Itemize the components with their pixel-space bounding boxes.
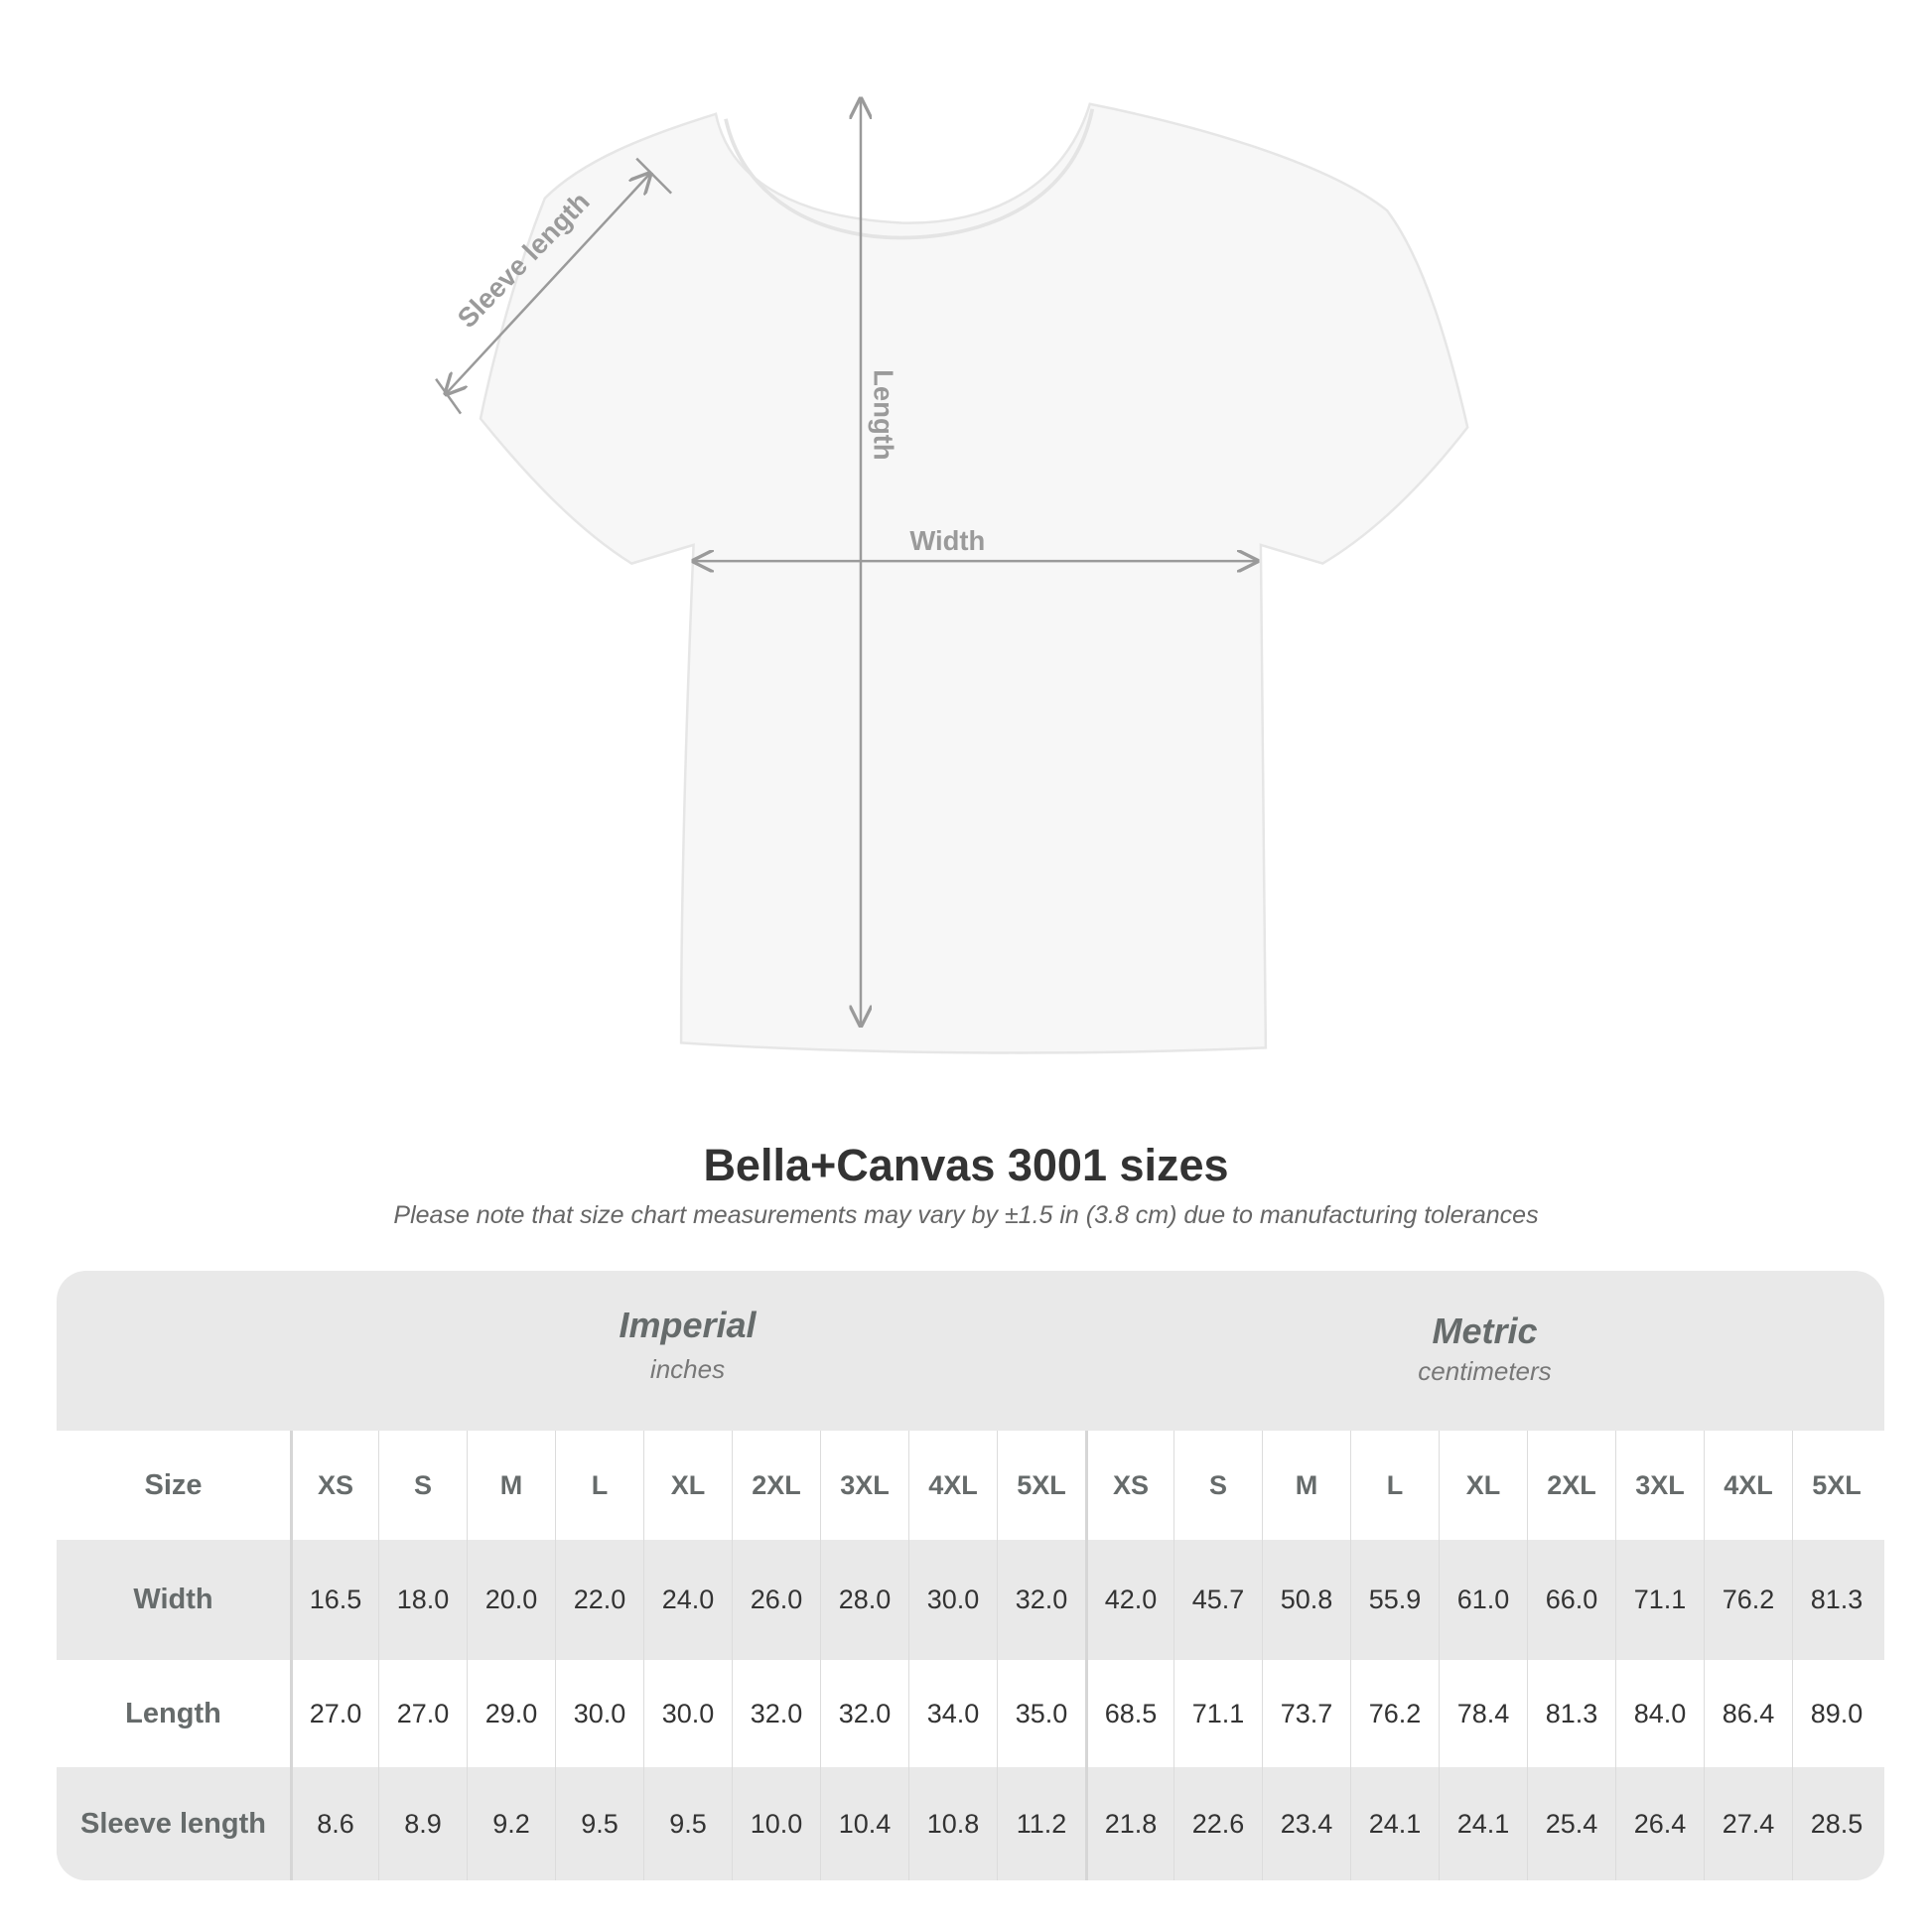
imperial-size-header: 3XL: [820, 1431, 908, 1540]
metric-value-cell: 84.0: [1615, 1660, 1704, 1767]
metric-value-cell: 78.4: [1439, 1660, 1527, 1767]
imperial-value-cell: 32.0: [820, 1660, 908, 1767]
row-label: Width: [133, 1584, 213, 1615]
metric-value-cell: 50.8: [1262, 1540, 1350, 1660]
metric-value-cell: 76.2: [1704, 1540, 1792, 1660]
imperial-value-cell: 16.5: [290, 1540, 378, 1660]
imperial-value-cell: 32.0: [732, 1660, 820, 1767]
metric-value-cell: 81.3: [1792, 1540, 1880, 1660]
tshirt-image: [479, 102, 1469, 1054]
imperial-value-cell: 26.0: [732, 1540, 820, 1660]
metric-value-cell: 71.1: [1615, 1540, 1704, 1660]
imperial-value-cell: 28.0: [820, 1540, 908, 1660]
metric-value-cell: 55.9: [1350, 1540, 1439, 1660]
imperial-value-cell: 27.0: [378, 1660, 467, 1767]
table-row: Width 16.5 18.0 20.0 22.0 24.0 26.0 28.0 30.0 32.…: [57, 1540, 1884, 1660]
imperial-value-cell: 10.8: [908, 1767, 997, 1880]
imperial-size-header: S: [378, 1431, 467, 1540]
table-row: Sleeve length 8.6 8.9 9.2 9.5 9.5 10.0 10.4 10.8…: [57, 1767, 1884, 1880]
imperial-value-cell: 8.6: [290, 1767, 378, 1880]
imperial-value-cell: 34.0: [908, 1660, 997, 1767]
chart-title: Bella+Canvas 3001 sizes: [703, 1140, 1229, 1190]
metric-value-cell: 45.7: [1173, 1540, 1262, 1660]
imperial-value-cell: 30.0: [643, 1660, 732, 1767]
metric-value-cell: 66.0: [1527, 1540, 1615, 1660]
metric-size-header: 3XL: [1615, 1431, 1704, 1540]
imperial-value-cell: 22.0: [555, 1540, 643, 1660]
metric-value-cell: 76.2: [1350, 1660, 1439, 1767]
tolerance-note: Please note that size chart measurements…: [393, 1201, 1539, 1229]
metric-size-header: 2XL: [1527, 1431, 1615, 1540]
imperial-title: Imperial: [619, 1305, 757, 1345]
metric-value-cell: 68.5: [1085, 1660, 1173, 1767]
metric-size-header: 5XL: [1792, 1431, 1880, 1540]
imperial-header: Imperial inches: [290, 1271, 1085, 1431]
metric-title: Metric: [1432, 1311, 1538, 1351]
imperial-value-cell: 30.0: [555, 1660, 643, 1767]
imperial-value-cell: 24.0: [643, 1540, 732, 1660]
metric-value-cell: 89.0: [1792, 1660, 1880, 1767]
imperial-size-header: XL: [643, 1431, 732, 1540]
metric-value-cell: 24.1: [1439, 1767, 1527, 1880]
imperial-value-cell: 9.2: [467, 1767, 555, 1880]
imperial-value-cell: 32.0: [997, 1540, 1085, 1660]
table-row: Length 27.0 27.0 29.0 30.0 30.0 32.0 32.0 34.0 35…: [57, 1660, 1884, 1767]
metric-unit: centimeters: [1418, 1356, 1552, 1386]
imperial-value-cell: 9.5: [643, 1767, 732, 1880]
imperial-value-cell: 30.0: [908, 1540, 997, 1660]
imperial-size-header: M: [467, 1431, 555, 1540]
length-label: Length: [869, 369, 899, 460]
imperial-value-cell: 35.0: [997, 1660, 1085, 1767]
metric-value-cell: 42.0: [1085, 1540, 1173, 1660]
metric-size-header: S: [1173, 1431, 1262, 1540]
metric-size-header: 4XL: [1704, 1431, 1792, 1540]
row-label: Sleeve length: [80, 1807, 266, 1840]
imperial-value-cell: 18.0: [378, 1540, 467, 1660]
metric-value-cell: 23.4: [1262, 1767, 1350, 1880]
metric-value-cell: 73.7: [1262, 1660, 1350, 1767]
metric-value-cell: 24.1: [1350, 1767, 1439, 1880]
imperial-value-cell: 8.9: [378, 1767, 467, 1880]
metric-value-cell: 86.4: [1704, 1660, 1792, 1767]
metric-size-header: XS: [1085, 1431, 1173, 1540]
metric-size-header: XL: [1439, 1431, 1527, 1540]
metric-value-cell: 81.3: [1527, 1660, 1615, 1767]
metric-value-cell: 28.5: [1792, 1767, 1880, 1880]
imperial-value-cell: 10.0: [732, 1767, 820, 1880]
metric-header: Metric centimeters: [1085, 1271, 1884, 1431]
imperial-size-header: L: [555, 1431, 643, 1540]
size-header-row: Size XS S M L XL 2XL 3XL 4XL 5XL XS S M L XL 2XL 3XL 4XL 5…: [57, 1431, 1884, 1540]
metric-value-cell: 27.4: [1704, 1767, 1792, 1880]
size-table: Imperial inches Metric centimeters Size X…: [57, 1271, 1884, 1880]
imperial-value-cell: 20.0: [467, 1540, 555, 1660]
imperial-value-cell: 27.0: [290, 1660, 378, 1767]
imperial-size-header: XS: [290, 1431, 378, 1540]
width-label: Width: [909, 525, 985, 556]
sleeve-arrow: [446, 174, 650, 394]
imperial-size-header: 2XL: [732, 1431, 820, 1540]
imperial-value-cell: 29.0: [467, 1660, 555, 1767]
imperial-unit: inches: [649, 1354, 726, 1384]
imperial-value-cell: 9.5: [555, 1767, 643, 1880]
imperial-value-cell: 11.2: [997, 1767, 1085, 1880]
imperial-size-header: 5XL: [997, 1431, 1085, 1540]
metric-value-cell: 71.1: [1173, 1660, 1262, 1767]
metric-value-cell: 26.4: [1615, 1767, 1704, 1880]
metric-size-header: L: [1350, 1431, 1439, 1540]
metric-value-cell: 61.0: [1439, 1540, 1527, 1660]
row-label: Size: [144, 1468, 203, 1501]
metric-value-cell: 25.4: [1527, 1767, 1615, 1880]
metric-size-header: M: [1262, 1431, 1350, 1540]
tshirt-collar: [724, 108, 1095, 240]
metric-value-cell: 22.6: [1173, 1767, 1262, 1880]
row-label: Length: [125, 1697, 221, 1729]
metric-value-cell: 21.8: [1085, 1767, 1173, 1880]
imperial-value-cell: 10.4: [820, 1767, 908, 1880]
imperial-size-header: 4XL: [908, 1431, 997, 1540]
